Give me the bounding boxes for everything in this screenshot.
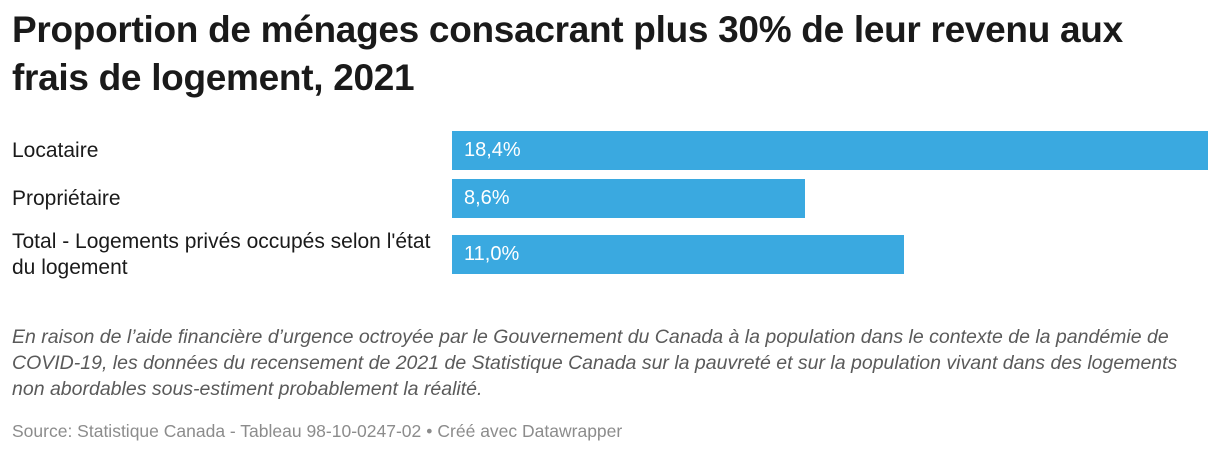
bar-value-label: 11,0% (464, 243, 520, 265)
source-separator: • (426, 421, 433, 441)
category-label: Total - Logements privés occupés selon l… (12, 230, 431, 279)
source-text: Source: Statistique Canada - Tableau 98-… (12, 421, 422, 441)
credit-link[interactable]: Créé avec Datawrapper (437, 421, 623, 441)
chart-title: Proportion de ménages consacrant plus 30… (12, 9, 1123, 98)
chart-note: En raison de l’aide financière d’urgence… (12, 326, 1178, 400)
chart-source: Source: Statistique Canada - Tableau 98-… (12, 419, 1208, 443)
category-label: Propriétaire (12, 187, 121, 210)
category-label: Locataire (12, 139, 99, 162)
bar (452, 131, 1208, 170)
bar-value-label: 18,4% (464, 139, 521, 161)
bar (452, 235, 904, 274)
bar (452, 179, 805, 218)
bar-value-label: 8,6% (464, 187, 510, 209)
